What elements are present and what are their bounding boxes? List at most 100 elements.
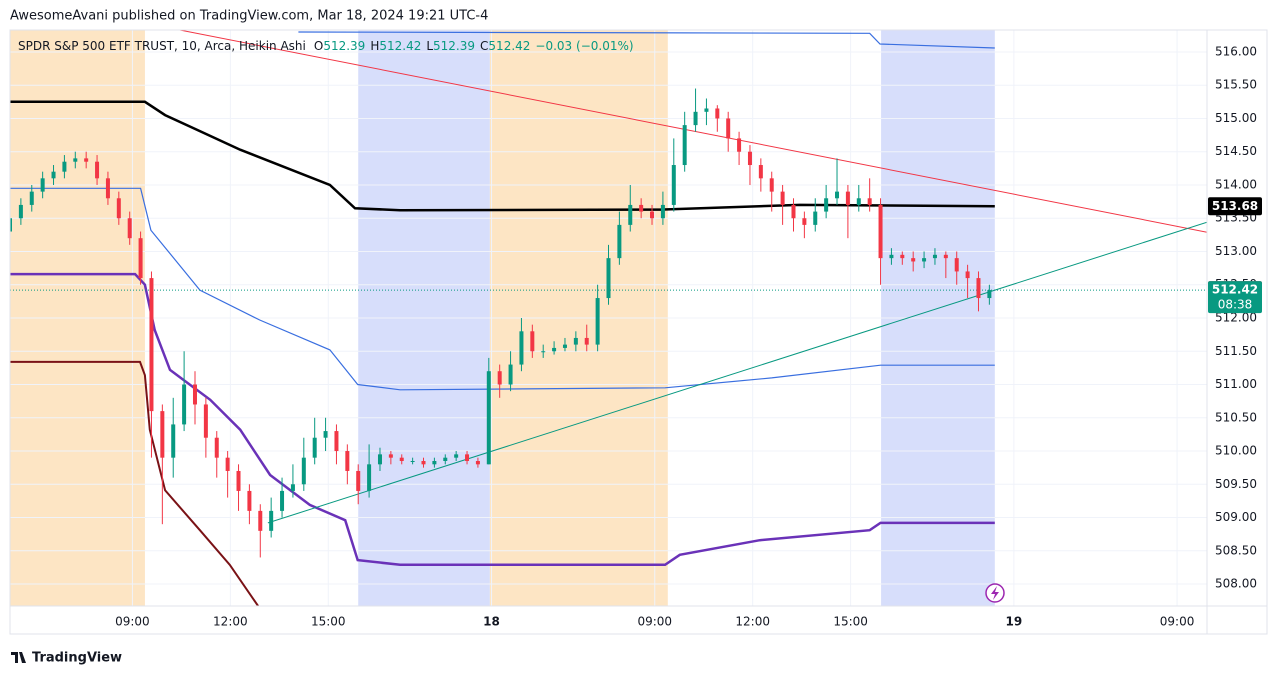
candle-body: [878, 204, 883, 259]
candle-body: [704, 108, 709, 112]
candle-body: [976, 278, 981, 299]
candle-body: [127, 218, 132, 239]
plot: [10, 30, 1207, 606]
x-tick-label: 09:00: [115, 615, 150, 629]
candle-body: [356, 470, 361, 491]
candle-body: [377, 454, 382, 465]
candle-body: [519, 331, 524, 365]
candle-body: [911, 258, 916, 262]
candle-body: [867, 198, 872, 205]
indicator-line: [10, 100, 995, 212]
candle-body: [323, 431, 328, 438]
y-tick-label: 514.50: [1215, 144, 1257, 158]
candle-body: [51, 171, 56, 179]
icon-bolt: [991, 586, 999, 600]
indicator-line: [10, 360, 259, 606]
candle-body: [900, 254, 905, 259]
candle-body: [258, 510, 263, 531]
candle-body: [10, 218, 12, 232]
candle-body: [73, 158, 78, 162]
candle-body: [18, 204, 23, 219]
y-tick-label: 511.50: [1215, 344, 1257, 358]
candle-body: [617, 224, 622, 259]
candle-body: [345, 451, 350, 471]
candle-body: [116, 198, 121, 219]
candle-body: [693, 111, 698, 126]
legend-value: 512.42: [488, 39, 530, 53]
legend-value: 512.42: [379, 39, 421, 53]
footer: TradingView: [32, 651, 122, 666]
candle-body: [552, 347, 557, 352]
candle-body: [105, 178, 110, 199]
candle-body: [312, 437, 317, 458]
legend-key: O: [314, 39, 323, 53]
candle-body: [367, 464, 372, 491]
legend-change: −0.03 (−0.01%): [535, 39, 633, 53]
candle-body: [465, 454, 470, 462]
candle-body: [682, 125, 687, 166]
candle-body: [747, 151, 752, 166]
candle-body: [943, 254, 948, 259]
candle-body: [932, 254, 937, 259]
price-tag-label: 513.68: [1212, 199, 1258, 213]
legend-key: H: [370, 39, 379, 53]
candle-body: [780, 191, 785, 205]
y-tick-label: 513.00: [1215, 244, 1257, 258]
candle-body: [443, 457, 448, 462]
legend-title: SPDR S&P 500 ETF TRUST, 10, Arca, Heikin…: [18, 39, 306, 53]
x-tick-label: 15:00: [311, 615, 346, 629]
candle-body: [334, 431, 339, 452]
candle-body: [769, 178, 774, 192]
candle-body: [62, 161, 67, 172]
x-tick-label: 09:00: [637, 615, 672, 629]
candle-body: [737, 138, 742, 152]
x-tick-label: 09:00: [1160, 615, 1195, 629]
candle-body: [410, 461, 415, 463]
candle-body: [280, 490, 285, 511]
candle-body: [29, 191, 34, 205]
indicator-line: [298, 31, 995, 49]
candle-body: [606, 258, 611, 299]
candle-body: [214, 437, 219, 458]
candle-body: [802, 218, 807, 225]
candle-body: [149, 278, 154, 412]
candle-body: [84, 158, 89, 162]
candle-body: [584, 337, 589, 345]
frame: [9, 29, 1268, 635]
candle-body: [595, 298, 600, 345]
candle-body: [138, 238, 143, 279]
candle-body: [497, 371, 502, 385]
indicator-line: [10, 187, 995, 391]
y-tick-label: 511.00: [1215, 377, 1257, 391]
candle-body: [421, 461, 426, 465]
price-tag: [1208, 281, 1262, 314]
y-tick-label: 512.00: [1215, 311, 1257, 325]
candle-body: [813, 211, 818, 225]
price-countdown: 08:38: [1218, 298, 1253, 312]
legend-key: L: [426, 39, 433, 53]
y-tick-label: 508.50: [1215, 543, 1257, 557]
candle-body: [160, 411, 165, 458]
price-tag-label: 512.42: [1212, 283, 1258, 297]
candle-body: [95, 161, 100, 179]
candle-body: [824, 198, 829, 212]
legend: SPDR S&P 500 ETF TRUST, 10, Arca, Heikin…: [18, 39, 634, 53]
x-tick-label: 19: [1005, 615, 1022, 629]
candle-body: [628, 204, 633, 225]
candle-body: [650, 211, 655, 219]
x-tick-label: 15:00: [833, 615, 868, 629]
legend-value: 512.39: [323, 39, 365, 53]
candle-body: [922, 258, 927, 262]
candle-body: [247, 490, 252, 511]
y-tick-label: 508.00: [1215, 577, 1257, 591]
candle-body: [530, 331, 535, 352]
candle-body: [486, 371, 491, 465]
candle-body: [639, 204, 644, 212]
candle-body: [432, 461, 437, 465]
candle-body: [987, 290, 992, 299]
candle-body: [791, 204, 796, 219]
y-tick-label: 515.50: [1215, 78, 1257, 92]
candle-body: [671, 165, 676, 205]
candle-body: [40, 178, 45, 192]
